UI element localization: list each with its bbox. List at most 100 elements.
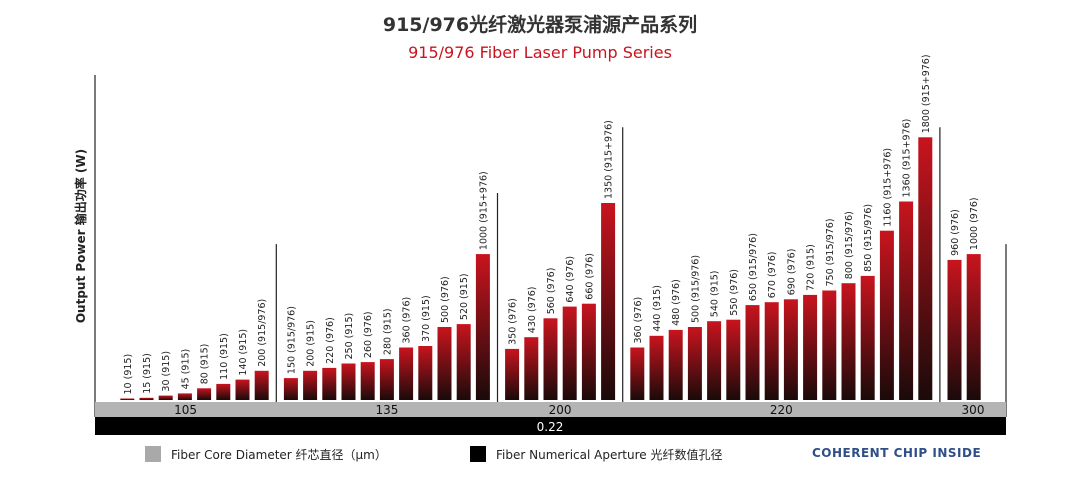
bar-value-label: 430 (976) (527, 286, 538, 333)
bar (630, 347, 645, 400)
bar-value-label: 480 (976) (671, 279, 682, 326)
bar (745, 305, 760, 400)
bar (456, 324, 471, 400)
bar (360, 362, 375, 400)
bar (783, 299, 798, 400)
bar-value-label: 850 (915/976) (863, 204, 874, 272)
legend-core-swatch (145, 446, 161, 462)
bar (966, 254, 981, 400)
chart-title: 915/976光纤激光器泵浦源产品系列 (382, 14, 698, 36)
bar (418, 346, 433, 400)
core-diameter-band (95, 402, 1006, 417)
bar (899, 201, 914, 400)
legend-na-label: Fiber Numerical Aperture 光纤数值孔径 (496, 447, 723, 462)
bar-value-label: 10 (915) (123, 354, 134, 395)
bar-value-label: 1000 (915+976) (478, 171, 489, 250)
bar (726, 319, 741, 400)
bar (803, 294, 818, 400)
bar-value-label: 15 (915) (142, 353, 153, 394)
bar (707, 321, 722, 400)
bar (860, 275, 875, 400)
bar (475, 254, 490, 400)
bar-value-label: 30 (915) (161, 351, 172, 392)
bar-value-label: 280 (915) (382, 308, 393, 355)
bar (562, 306, 577, 400)
bar-value-label: 1350 (915+976) (604, 120, 615, 199)
bar-value-label: 1360 (915+976) (902, 119, 913, 198)
numerical-aperture-label: 0.22 (537, 420, 564, 434)
bar-value-label: 370 (915) (421, 295, 432, 342)
bar (303, 370, 318, 400)
bar (399, 347, 414, 400)
bar (254, 370, 269, 400)
core-diameter-label: 135 (375, 403, 398, 417)
bar (505, 348, 520, 400)
brand-logo: COHERENT CHIP INSIDE (812, 446, 982, 460)
bar (581, 303, 596, 400)
bar-value-label: 45 (915) (180, 349, 191, 390)
bar (139, 397, 154, 400)
bar-value-label: 750 (915/976) (825, 218, 836, 286)
bar (283, 378, 298, 400)
bar (322, 367, 337, 400)
bar-value-label: 1000 (976) (969, 197, 980, 250)
bar-value-label: 540 (915) (710, 270, 721, 317)
bar-value-label: 80 (915) (200, 344, 211, 385)
bar-value-label: 560 (976) (546, 268, 557, 315)
bar (947, 259, 962, 400)
bar-value-label: 670 (976) (767, 251, 778, 298)
bar (687, 327, 702, 400)
numerical-aperture-band (95, 417, 1006, 435)
bar-value-label: 500 (976) (440, 276, 451, 323)
bar-value-label: 110 (915) (219, 333, 230, 380)
bar (601, 203, 616, 400)
bar-value-label: 440 (915) (652, 285, 663, 332)
bar-value-label: 220 (976) (325, 317, 336, 364)
bar (841, 283, 856, 400)
bar-value-label: 800 (915/976) (844, 211, 855, 279)
core-diameter-label: 220 (770, 403, 793, 417)
bar-value-label: 150 (915/976) (286, 306, 297, 374)
bar (649, 335, 664, 400)
bar-value-label: 260 (976) (363, 311, 374, 358)
bar (822, 290, 837, 400)
bar (158, 395, 173, 400)
bar-value-label: 660 (976) (584, 253, 595, 300)
bar (524, 337, 539, 400)
bar (918, 137, 933, 401)
bar-value-label: 640 (976) (565, 256, 576, 303)
core-diameter-label: 300 (962, 403, 985, 417)
bar-value-label: 360 (976) (633, 297, 644, 344)
bar-value-label: 500 (915/976) (690, 255, 701, 323)
bar (197, 388, 212, 400)
bar-value-label: 1160 (915+976) (882, 148, 893, 227)
legend-na-swatch (470, 446, 486, 462)
bar (120, 398, 135, 400)
bar (379, 359, 394, 400)
bar-value-label: 690 (976) (786, 249, 797, 296)
bar (235, 379, 250, 400)
bar-value-label: 250 (915) (344, 313, 355, 360)
bar (668, 329, 683, 400)
bar-value-label: 550 (976) (729, 269, 740, 316)
bar-value-label: 960 (976) (950, 209, 961, 256)
bar-value-label: 720 (915) (806, 244, 817, 291)
bar-value-label: 650 (915/976) (748, 233, 759, 301)
bar-value-label: 1800 (915+976) (921, 54, 932, 133)
bar-value-label: 350 (976) (508, 298, 519, 345)
bar (341, 363, 356, 400)
bar (437, 327, 452, 400)
core-diameter-label: 200 (549, 403, 572, 417)
chart-subtitle: 915/976 Fiber Laser Pump Series (408, 43, 672, 62)
bar (177, 393, 192, 400)
legend-numerical-aperture: Fiber Numerical Aperture 光纤数值孔径 (470, 446, 722, 462)
bar-value-label: 200 (915/976) (257, 299, 268, 367)
bar (216, 383, 231, 400)
y-axis-label: Output Power 输出功率 (W) (73, 149, 88, 323)
core-diameter-label: 105 (174, 403, 197, 417)
bar-value-label: 360 (976) (402, 297, 413, 344)
bar-chart: 10 (915) 15 (915) 30 (915) 45 (915) 80 (915)… (73, 54, 1007, 435)
legend-core-label: Fiber Core Diameter 纤芯直径（μm） (171, 447, 387, 462)
bar-value-label: 140 (915) (238, 329, 249, 376)
legend-core-diameter: Fiber Core Diameter 纤芯直径（μm） (145, 446, 387, 462)
